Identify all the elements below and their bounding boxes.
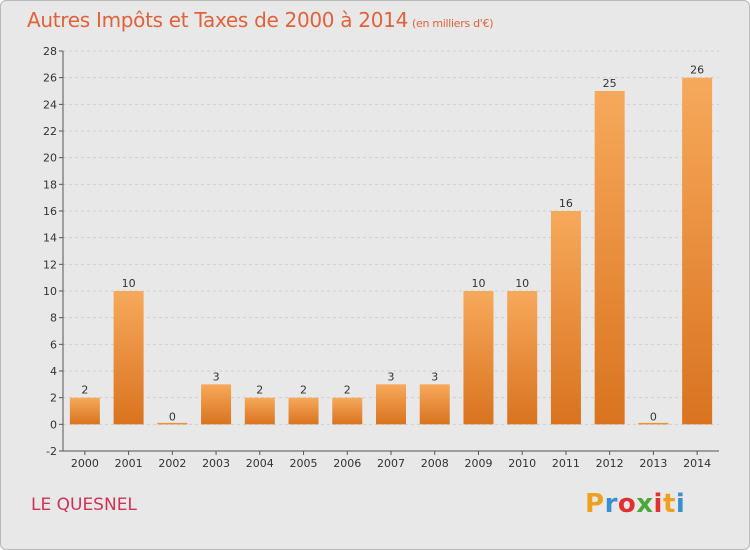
- bar-2013: [638, 422, 669, 425]
- bar-2010: [507, 291, 538, 425]
- bar-2011: [550, 211, 581, 425]
- x-tick-label-2010: 2010: [508, 457, 536, 470]
- y-tick-label: 2: [50, 392, 57, 405]
- x-tick-label-2004: 2004: [246, 457, 274, 470]
- proxiti-logo[interactable]: Proxiti: [585, 489, 685, 519]
- bar-2003: [201, 384, 232, 425]
- logo-letter: t: [662, 489, 676, 519]
- x-tick-label-2013: 2013: [639, 457, 667, 470]
- chart-title: Autres Impôts et Taxes de 2000 à 2014 (en…: [27, 8, 493, 32]
- x-tick-label-2012: 2012: [596, 457, 624, 470]
- x-tick-label-2008: 2008: [421, 457, 449, 470]
- title-text: Autres Impôts et Taxes de 2000 à 2014: [27, 8, 408, 32]
- bar-2009: [463, 291, 494, 425]
- bar-2002: [157, 422, 188, 425]
- y-tick-label: 12: [43, 258, 57, 271]
- logo-letter: P: [585, 489, 605, 519]
- y-tick-label: 22: [43, 125, 57, 138]
- logo-letter: i: [675, 489, 686, 519]
- y-tick-label: 14: [43, 232, 57, 245]
- bar-2004: [244, 397, 275, 425]
- logo-letter: i: [653, 489, 663, 519]
- x-tick-label-2001: 2001: [115, 457, 143, 470]
- x-tick-label-2002: 2002: [158, 457, 186, 470]
- chart-subtitle: (en milliers d'€): [412, 17, 494, 30]
- y-tick-label: 4: [50, 365, 57, 378]
- bar-2001: [113, 291, 144, 425]
- x-tick-label-2011: 2011: [552, 457, 580, 470]
- x-tick-label-2007: 2007: [377, 457, 405, 470]
- data-label-2012: 25: [603, 77, 617, 90]
- x-tick-label-2005: 2005: [290, 457, 318, 470]
- logo-letter: o: [617, 489, 637, 519]
- x-tick-label-2003: 2003: [202, 457, 230, 470]
- x-tick-label-2006: 2006: [333, 457, 361, 470]
- y-tick-label: 0: [50, 418, 57, 431]
- x-axis: 2000 2001 2002 2003 2004 2005 2006 2007 2008 2009…: [63, 450, 719, 470]
- data-label-2014: 26: [690, 64, 704, 77]
- data-label-2006: 2: [344, 384, 351, 397]
- y-tick-label: 26: [43, 72, 57, 85]
- data-label-2000: 2: [81, 384, 88, 397]
- y-tick-label: 24: [43, 98, 57, 111]
- y-tick-label: 10: [43, 285, 57, 298]
- bar-2012: [594, 91, 625, 425]
- bars: 2 10 0 3 2 2 2 3 3 10 10 16 25 0 26: [69, 64, 713, 425]
- data-label-2008: 3: [431, 370, 438, 383]
- bar-2000: [69, 397, 100, 425]
- bar-2008: [419, 384, 450, 425]
- bar-2005: [288, 397, 319, 425]
- y-tick-label: 8: [50, 312, 57, 325]
- data-label-2013: 0: [650, 410, 657, 423]
- y-tick-label: 16: [43, 205, 57, 218]
- place-name: LE QUESNEL: [31, 495, 137, 515]
- data-label-2010: 10: [515, 277, 529, 290]
- y-tick-label: 6: [50, 338, 57, 351]
- x-tick-label-2014: 2014: [683, 457, 711, 470]
- data-label-2004: 2: [256, 384, 263, 397]
- data-label-2002: 0: [169, 410, 176, 423]
- bar-2006: [332, 397, 363, 425]
- x-tick-label-2000: 2000: [71, 457, 99, 470]
- data-label-2009: 10: [471, 277, 485, 290]
- y-tick-label: 28: [43, 45, 57, 58]
- data-label-2005: 2: [300, 384, 307, 397]
- logo-letter: r: [604, 489, 618, 519]
- bar-2007: [376, 384, 406, 425]
- x-tick-label-2009: 2009: [464, 457, 492, 470]
- data-label-2001: 10: [122, 277, 136, 290]
- y-tick-label: 20: [43, 152, 57, 165]
- y-tick-label: 18: [43, 178, 57, 191]
- bar-2014: [682, 77, 713, 425]
- data-label-2003: 3: [213, 370, 220, 383]
- data-label-2007: 3: [388, 370, 395, 383]
- logo-letter: x: [636, 489, 654, 519]
- y-tick-label: -2: [46, 445, 57, 458]
- data-label-2011: 16: [559, 197, 573, 210]
